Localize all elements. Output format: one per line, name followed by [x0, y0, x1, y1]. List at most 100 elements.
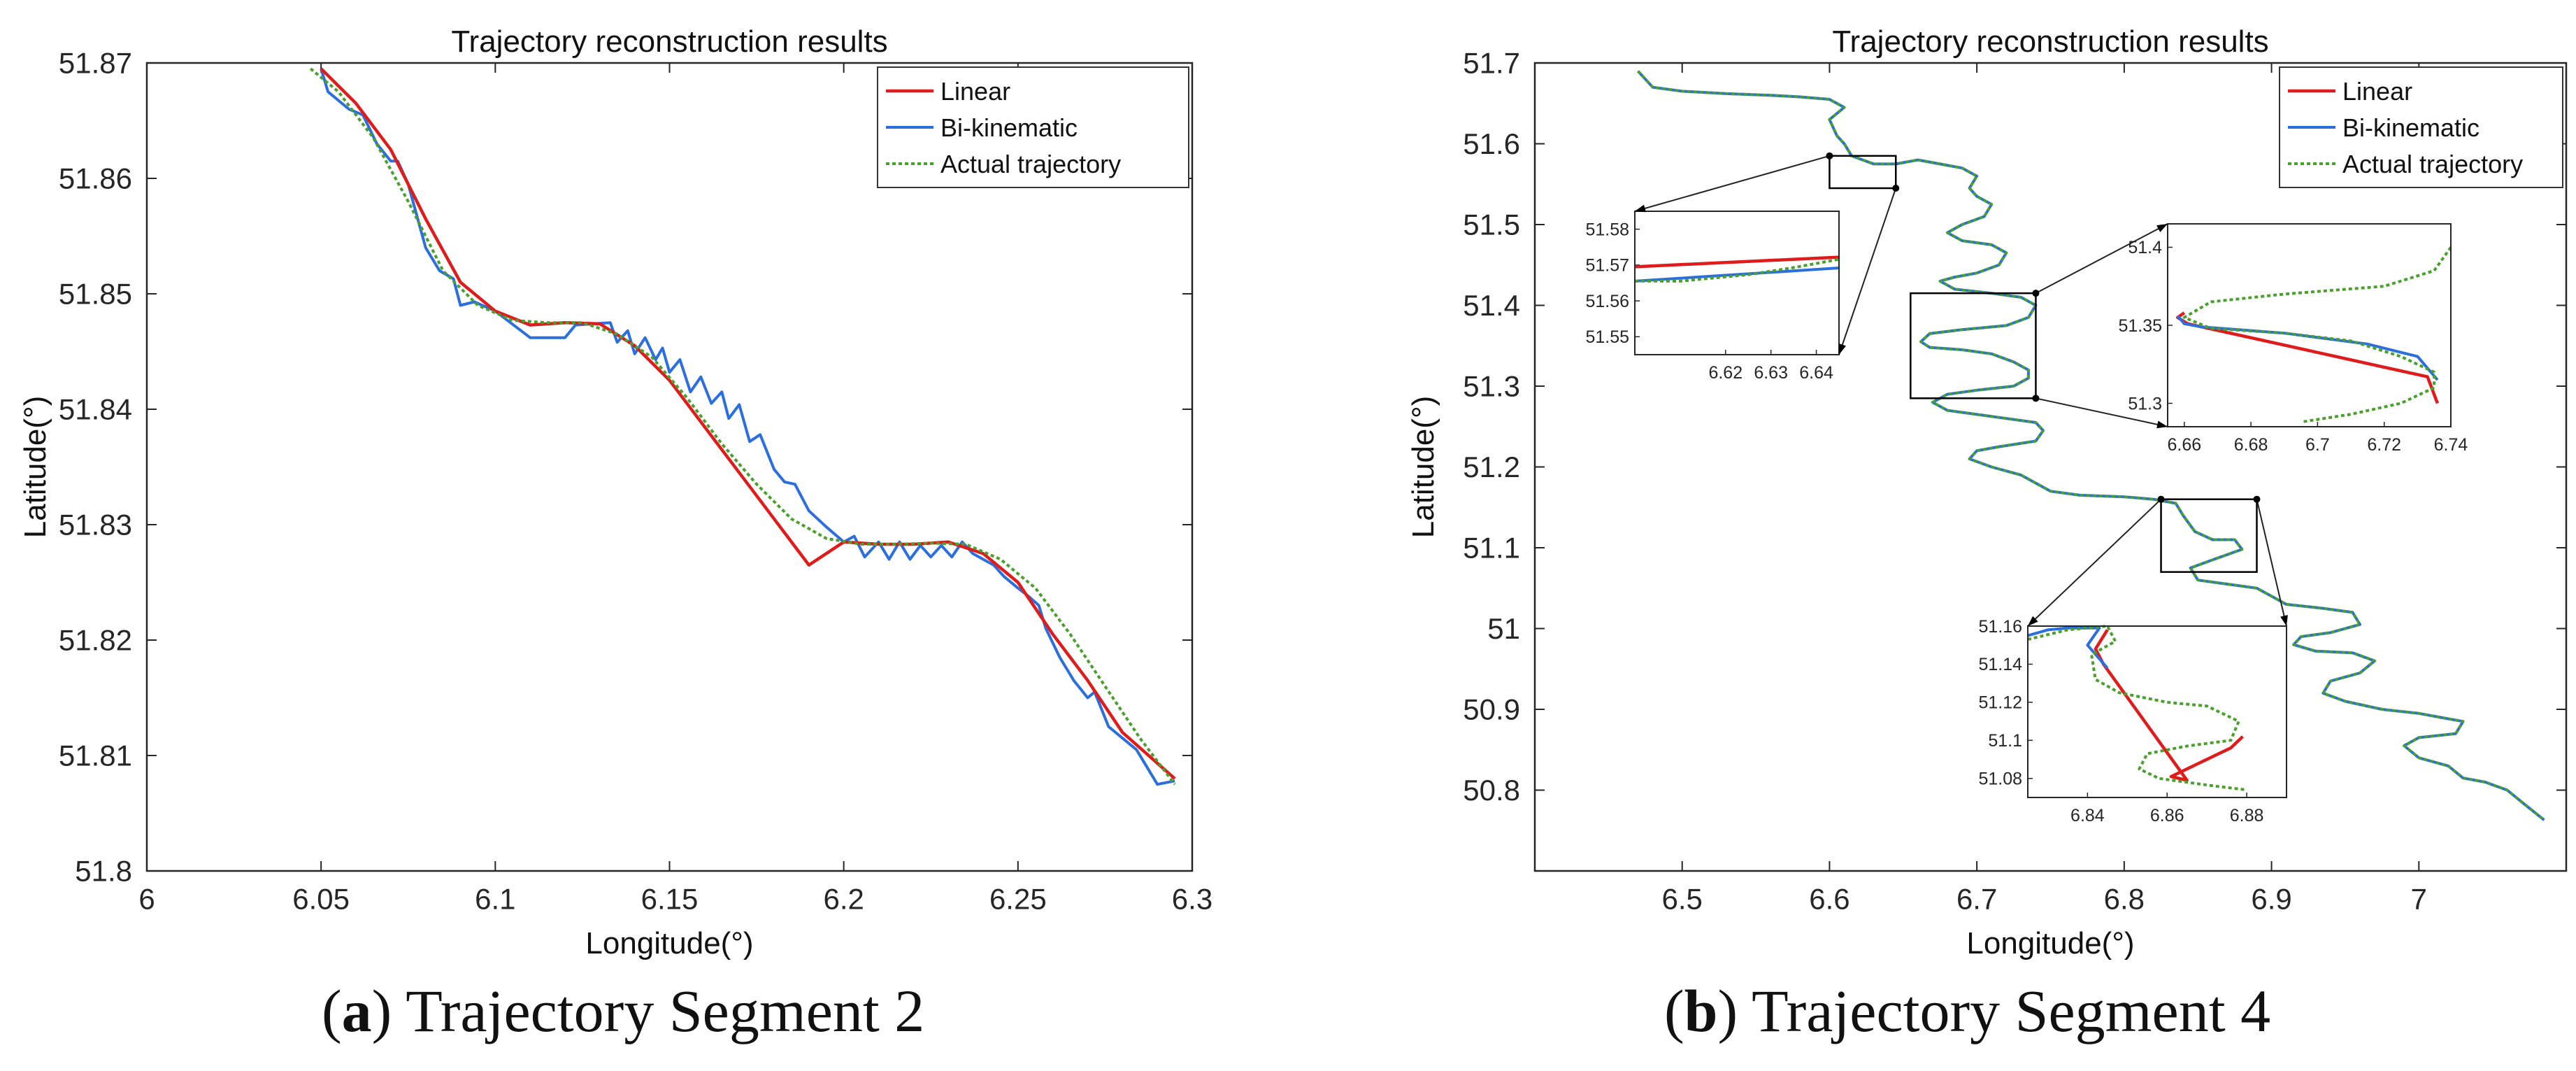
b-y-tick-label: 51.2 [1463, 451, 1520, 483]
b-connector-1-2 [1838, 187, 1897, 355]
b-x-tick-label: 7 [2411, 883, 2427, 916]
a-title: Trajectory reconstruction results [451, 24, 887, 59]
b-inset3-series-linear [2094, 629, 2244, 782]
b-inset1-x-tick-label: 6.64 [1799, 363, 1833, 383]
caption-b-text: Trajectory Segment 4 [1752, 977, 2271, 1044]
panel-a-chart: 6 6.05 6.1 6.15 6.2 6.25 6.3 51.8 51.81 51.82 51.8… [18, 24, 1212, 960]
b-inset2-frame [2167, 223, 2452, 427]
a-y-tick-label: 51.87 [59, 47, 132, 80]
b-inset3-frame [2027, 625, 2287, 798]
a-legend-label-bi-kinematic: Bi-kinematic [940, 113, 1078, 142]
b-inset3-series-actual-trajectory [2027, 625, 2247, 792]
a-axes-frame [145, 62, 1194, 872]
b-inset1-series-linear [1634, 255, 1840, 269]
b-connector-arrow-2-2 [2156, 420, 2168, 429]
b-legend-label-bi-kinematic: Bi-kinematic [2342, 113, 2480, 142]
b-inset2-series-actual-trajectory [2182, 246, 2452, 424]
a-x-tick-label: 6.05 [292, 883, 350, 916]
b-inset1-y-tick-label: 51.56 [1585, 292, 1629, 311]
b-connector-1-1 [1634, 155, 1830, 212]
b-inset3-y-tick-label: 51.1 [1988, 731, 2022, 751]
b-y-tick-label: 50.8 [1463, 774, 1520, 807]
a-x-tick-label: 6.15 [641, 883, 699, 916]
caption-a: (a) Trajectory Segment 2 [322, 977, 925, 1044]
b-inset2-x-tick-label: 6.72 [2367, 435, 2401, 455]
b-x-tick-label: 6.6 [1809, 883, 1849, 916]
b-connector-3-1 [2027, 498, 2162, 627]
a-x-tick-label: 6.2 [823, 883, 864, 916]
a-series-linear [320, 67, 1176, 780]
b-inset3-x-tick-label: 6.88 [2230, 806, 2264, 825]
a-y-tick-label: 51.86 [59, 162, 132, 195]
b-connector-arrow-3-2 [2280, 615, 2288, 626]
b-legend-label-linear: Linear [2342, 77, 2412, 106]
a-legend-label-actual-trajectory: Actual trajectory [940, 150, 1121, 178]
b-inset1-series-actual-trajectory [1635, 257, 1840, 283]
b-x-tick-label: 6.5 [1662, 883, 1703, 916]
b-connector-3-2 [2256, 499, 2287, 627]
a-x-tick-label: 6.1 [475, 883, 515, 916]
b-inset3-y-tick-label: 51.14 [1978, 655, 2022, 674]
b-inset2-x-tick-label: 6.74 [2434, 435, 2468, 455]
b-y-tick-label: 51.5 [1463, 208, 1520, 241]
a-legend-label-linear: Linear [940, 77, 1010, 106]
b-inset1-plot-area [1635, 211, 1839, 355]
b-inset3-x-tick-label: 6.84 [2070, 806, 2105, 825]
b-inset2-x-tick-label: 6.7 [2305, 435, 2330, 455]
b-inset1-x-tick-label: 6.63 [1754, 363, 1788, 383]
b-zoom-box-3 [2160, 498, 2258, 573]
a-series-bi-kinematic [320, 68, 1175, 786]
b-y-tick-label: 51.6 [1463, 127, 1520, 160]
b-connector-arrow-3-1 [2028, 616, 2038, 626]
b-inset3-y-tick-label: 51.12 [1978, 693, 2022, 713]
b-legend-label-actual-trajectory: Actual trajectory [2342, 150, 2523, 178]
b-x-tick-label: 6.9 [2251, 883, 2291, 916]
b-inset2-y-tick-label: 51.4 [2128, 238, 2162, 257]
a-y-tick-label: 51.84 [59, 393, 132, 426]
b-inset2-plot-area [2168, 224, 2451, 427]
a-y-tick-label: 51.82 [59, 624, 132, 657]
b-connector-2-1 [2035, 223, 2168, 295]
a-y-tick-label: 51.85 [59, 278, 132, 311]
a-y-tick-label: 51.81 [59, 739, 132, 772]
b-connector-dot-2-1 [2032, 290, 2040, 297]
b-inset-1: 6.62 6.63 6.64 51.55 51.56 51.57 51.58 [1585, 211, 1840, 383]
b-inset3-plot-area [2028, 626, 2287, 797]
b-y-tick-label: 51.7 [1463, 47, 1520, 80]
b-inset1-y-tick-label: 51.57 [1585, 256, 1629, 276]
b-inset1-frame [1634, 211, 1840, 355]
b-inset2-x-tick-label: 6.68 [2234, 435, 2268, 455]
caption-b-letter: b [1684, 977, 1718, 1044]
a-x-tick-label: 6.25 [989, 883, 1047, 916]
caption-a-text: Trajectory Segment 2 [406, 977, 925, 1044]
b-zoom-box-1 [1829, 155, 1897, 190]
b-connector-dot-3-2 [2253, 495, 2261, 503]
a-series-actual-trajectory [309, 67, 1176, 786]
b-y-tick-label: 51 [1487, 612, 1520, 645]
b-axes-frame [1533, 62, 2568, 872]
b-x-axis-label: Longitude(°) [1966, 926, 2134, 960]
b-connector-dot-1-1 [1826, 152, 1833, 159]
b-connector-arrow-1-1 [1635, 204, 1646, 213]
b-inset3-x-tick-label: 6.86 [2150, 806, 2184, 825]
a-x-tick-label: 6.3 [1172, 883, 1212, 916]
b-connector-arrow-1-2 [1838, 343, 1846, 355]
b-inset-2: 6.66 6.68 6.7 6.72 6.74 51.3 51.35 51.4 [2118, 223, 2468, 455]
a-x-axis-label: Longitude(°) [585, 926, 753, 960]
a-x-tick-label: 6 [138, 883, 155, 916]
b-y-tick-label: 50.9 [1463, 693, 1520, 726]
b-inset2-y-tick-label: 51.3 [2128, 394, 2162, 413]
a-y-axis-label: Latitude(°) [18, 396, 52, 538]
panel-b-chart: 6.5 6.6 6.7 6.8 6.9 7 50.8 50.9 51 51.1 51.2 51.3 51… [1406, 24, 2568, 960]
b-y-tick-label: 51.1 [1463, 532, 1520, 565]
b-y-tick-label: 51.4 [1463, 289, 1520, 322]
b-y-axis-label: Latitude(°) [1406, 396, 1440, 538]
b-x-tick-label: 6.8 [2104, 883, 2145, 916]
caption-a-letter: a [341, 977, 372, 1044]
a-y-tick-label: 51.83 [59, 509, 132, 541]
b-series-bi-kinematic [1637, 70, 2545, 821]
a-y-tick-label: 51.8 [75, 855, 132, 888]
b-y-tick-label: 51.3 [1463, 370, 1520, 403]
b-connector-2-2 [2035, 397, 2168, 427]
b-inset-3: 6.84 6.86 6.88 51.08 51.1 51.12 51.14 51.16 [1978, 617, 2287, 825]
